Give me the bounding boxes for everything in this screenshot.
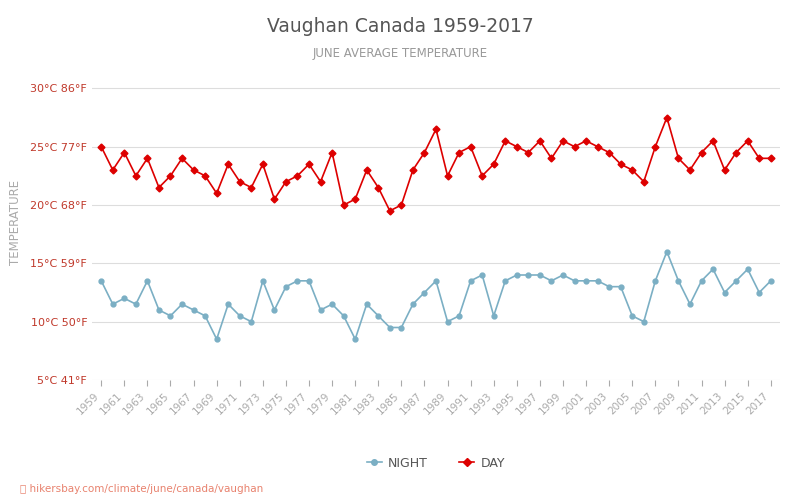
NIGHT [97, 278, 106, 284]
NIGHT [662, 248, 672, 254]
NIGHT [281, 284, 290, 290]
DAY [97, 144, 106, 150]
Line: NIGHT: NIGHT [99, 249, 773, 342]
NIGHT [200, 313, 210, 319]
DAY [270, 196, 279, 202]
DAY [766, 156, 775, 162]
NIGHT [212, 336, 222, 342]
Legend: NIGHT, DAY: NIGHT, DAY [362, 452, 510, 474]
DAY [454, 150, 464, 156]
Line: DAY: DAY [99, 115, 773, 214]
DAY [166, 173, 175, 179]
NIGHT [119, 296, 129, 302]
NIGHT [166, 313, 175, 319]
DAY [593, 144, 602, 150]
Text: 📍 hikersbay.com/climate/june/canada/vaughan: 📍 hikersbay.com/climate/june/canada/vaug… [20, 484, 263, 494]
DAY [662, 114, 672, 120]
Text: JUNE AVERAGE TEMPERATURE: JUNE AVERAGE TEMPERATURE [313, 48, 487, 60]
NIGHT [593, 278, 602, 284]
NIGHT [454, 313, 464, 319]
DAY [200, 173, 210, 179]
DAY [119, 150, 129, 156]
DAY [385, 208, 394, 214]
Text: Vaughan Canada 1959-2017: Vaughan Canada 1959-2017 [266, 18, 534, 36]
Y-axis label: TEMPERATURE: TEMPERATURE [9, 180, 22, 265]
NIGHT [766, 278, 775, 284]
